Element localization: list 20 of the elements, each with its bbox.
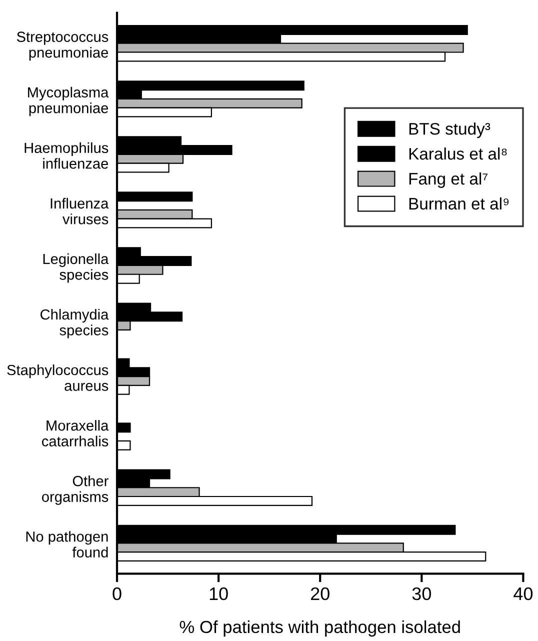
y-tick-label: Influenza viruses bbox=[50, 198, 109, 224]
legend-label: Burman et al⁹ bbox=[409, 197, 509, 210]
legend-label: BTS study³ bbox=[409, 122, 490, 138]
y-tick-label: Haemophilus influenzae bbox=[24, 142, 108, 169]
x-tick-label: 30 bbox=[412, 587, 431, 600]
legend-label: Fang et al⁷ bbox=[409, 172, 488, 188]
x-tick-label: 0 bbox=[112, 587, 122, 600]
legend-label: Karalus et al⁸ bbox=[409, 147, 507, 160]
y-tick-label: Legionella species bbox=[43, 253, 109, 283]
x-tick-label: 10 bbox=[210, 587, 228, 600]
y-tick-label: Staphylococcus aureus bbox=[7, 364, 108, 391]
y-tick-label: Chlamydia species bbox=[40, 308, 109, 338]
y-tick-label: Other organisms bbox=[42, 476, 108, 505]
y-tick-label: Streptococcus pneumoniae bbox=[16, 32, 108, 61]
x-tick-label: 40 bbox=[514, 587, 533, 600]
y-tick-label: No pathogen found bbox=[26, 531, 108, 558]
x-axis-title: % Of patients with pathogen isolated bbox=[180, 620, 460, 637]
y-tick-label: Moraxella catarrhalis bbox=[42, 420, 109, 446]
x-tick-label: 20 bbox=[310, 587, 330, 600]
y-tick-label: Mycoplasma pneumoniae bbox=[28, 86, 109, 116]
